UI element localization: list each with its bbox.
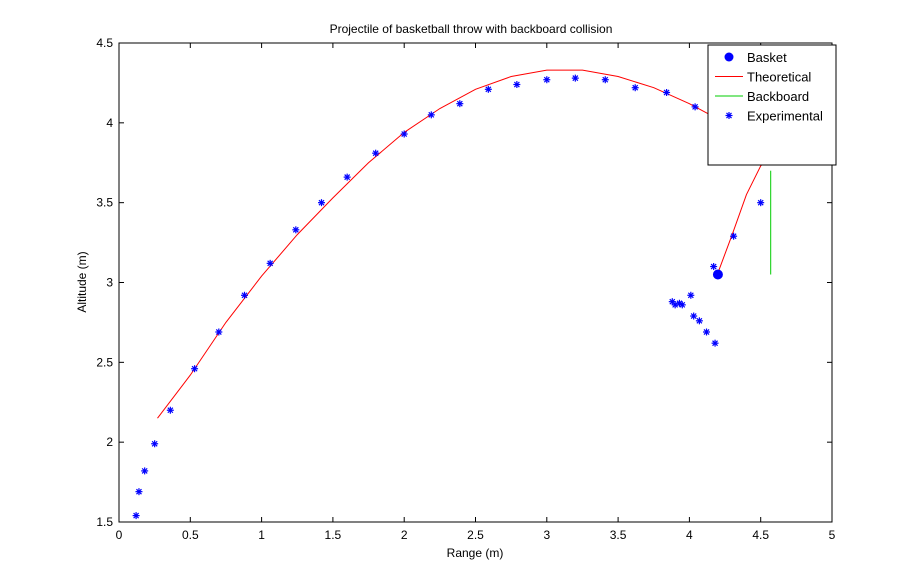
basket-marker — [712, 269, 723, 280]
x-tick-label: 5 — [829, 528, 836, 542]
experimental-point — [266, 259, 274, 267]
legend-items: Basket Theoretical Backboard Experimental — [715, 50, 823, 124]
experimental-point — [427, 111, 435, 119]
experimental-point — [631, 84, 639, 92]
experimental-point — [292, 226, 300, 234]
experimental-point — [151, 440, 159, 448]
experimental-point — [343, 173, 351, 181]
experimental-point — [757, 199, 765, 207]
legend-label: Basket — [747, 50, 787, 65]
y-axis-label: Altitude (m) — [75, 251, 89, 312]
experimental-point — [601, 76, 609, 84]
experimental-point — [400, 130, 408, 138]
x-tick-label: 4.5 — [752, 528, 769, 542]
experimental-point — [730, 232, 738, 240]
experimental-point — [687, 291, 695, 299]
legend: Basket Theoretical Backboard Experimental — [707, 44, 837, 166]
x-tick-label: 1.5 — [325, 528, 342, 542]
chart-title: Projectile of basketball throw with back… — [330, 22, 613, 36]
legend-marker-basket — [724, 52, 734, 62]
y-tick-label: 2.5 — [96, 355, 113, 369]
experimental-point — [166, 406, 174, 414]
experimental-point — [132, 512, 140, 520]
legend-item: Theoretical — [715, 70, 811, 85]
x-axis-label: Range (m) — [447, 546, 504, 560]
experimental-point — [691, 103, 699, 111]
y-tick-label: 3.5 — [96, 196, 113, 210]
experimental-point — [690, 312, 698, 320]
legend-marker-asterisk — [725, 112, 733, 119]
legend-item: Experimental — [725, 109, 823, 124]
experimental-point — [317, 199, 325, 207]
experimental-point — [240, 291, 248, 299]
experimental-point — [711, 339, 719, 347]
y-tick-label: 2 — [106, 435, 113, 449]
experimental-point — [215, 328, 223, 336]
legend-item: Basket — [724, 50, 787, 65]
legend-label: Theoretical — [747, 70, 811, 85]
legend-box — [707, 44, 837, 166]
x-tick-label: 2 — [401, 528, 408, 542]
y-tick-label: 3 — [106, 276, 113, 290]
x-tick-label: 3 — [543, 528, 550, 542]
experimental-point — [456, 100, 464, 108]
experimental-point — [135, 488, 143, 496]
x-tick-label: 3.5 — [610, 528, 627, 542]
experimental-point — [663, 88, 671, 96]
experimental-point — [513, 81, 521, 89]
y-tick-label: 1.5 — [96, 515, 113, 529]
y-tick-label: 4.5 — [96, 36, 113, 50]
x-tick-label: 2.5 — [467, 528, 484, 542]
legend-label: Experimental — [747, 109, 823, 124]
experimental-point — [141, 467, 149, 475]
experimental-point — [372, 149, 380, 157]
x-tick-label: 0 — [116, 528, 123, 542]
experimental-point — [571, 74, 579, 82]
experimental-point — [484, 85, 492, 93]
x-tick-label: 4 — [686, 528, 693, 542]
tick-layer: 0 0.5 1 1.5 2 2.5 3 3.5 4 4.5 5 1.5 2 2.5 3 3.5 4 4.5 — [96, 36, 835, 542]
experimental-point — [191, 365, 199, 373]
y-tick-label: 4 — [106, 116, 113, 130]
x-tick-label: 0.5 — [182, 528, 199, 542]
experimental-point — [543, 76, 551, 84]
experimental-point — [703, 328, 711, 336]
series-layer — [132, 69, 773, 520]
legend-item: Backboard — [715, 89, 809, 104]
experimental-point — [710, 263, 718, 271]
legend-label: Backboard — [747, 89, 809, 104]
x-tick-label: 1 — [258, 528, 265, 542]
experimental-point — [695, 317, 703, 325]
experimental-point — [678, 301, 686, 309]
